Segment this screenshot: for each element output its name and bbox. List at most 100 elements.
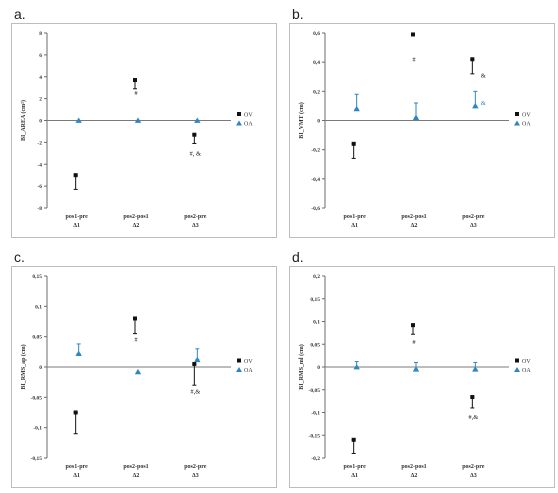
x-category-label: pos1-pre: [66, 464, 89, 470]
x-category-sublabel: Δ3: [470, 473, 477, 479]
legend-ov-marker: [237, 112, 241, 116]
significance-annotation: #: [412, 339, 416, 346]
oa-point: [472, 102, 479, 109]
legend-oa-label: OA: [244, 368, 253, 374]
legend-oa-label: OA: [244, 121, 253, 127]
chart-frame: [11, 266, 277, 488]
x-category-sublabel: Δ3: [192, 473, 199, 479]
y-tick-label: -0,15: [309, 433, 321, 439]
x-category-sublabel: Δ3: [192, 223, 199, 229]
ov-point: [133, 78, 137, 83]
oa-point: [353, 105, 360, 112]
ov-point: [133, 316, 137, 321]
legend-oa-marker: [514, 120, 520, 126]
significance-annotation: #: [412, 56, 416, 63]
oa-point: [194, 117, 201, 123]
ov-point: [192, 132, 197, 137]
legend-ov-label: OV: [522, 359, 531, 365]
legend-ov-marker: [515, 112, 519, 116]
significance-annotation: #: [134, 90, 138, 97]
y-axis-label: BI_RMS_ml (cm): [298, 344, 305, 390]
significance-annotation: #,&: [468, 414, 478, 421]
ov-point: [411, 323, 415, 328]
y-tick-label: 0,05: [310, 342, 320, 348]
x-category-label: pos1-pre: [344, 464, 367, 470]
significance-annotation: #, &: [190, 150, 202, 157]
y-tick-label: 0,1: [35, 304, 42, 310]
ov-point: [73, 410, 78, 415]
y-tick-label: -2: [37, 140, 42, 146]
legend-ov-label: OV: [522, 112, 531, 118]
legend-ov-label: OV: [244, 112, 253, 118]
x-category-sublabel: Δ1: [351, 473, 358, 479]
x-category-label: pos2-pre: [462, 214, 485, 220]
y-tick-label: 0: [39, 365, 42, 371]
y-tick-label: 0,6: [313, 31, 320, 37]
y-tick-label: -0,15: [31, 456, 43, 462]
y-tick-label: 4: [39, 75, 42, 81]
x-category-sublabel: Δ3: [470, 223, 477, 229]
y-tick-label: 8: [39, 31, 42, 37]
legend-oa-marker: [514, 367, 520, 372]
y-tick-label: 0,2: [313, 89, 320, 95]
chart-c-bi-rms-ap: -0,15 -0,1 -0,05 0 0,05 0,1 0,15 BI_RMS_ap (cm)…: [11, 266, 277, 488]
chart-d-bi-rms-ml: -0,2 -0,15 -0,1 -0,05 0 0,05 0,1 0,15 0,2 BI_RMS_…: [289, 266, 555, 488]
x-category-sublabel: Δ2: [133, 223, 140, 229]
y-axis-label: BI_AREA (cm²): [20, 100, 27, 141]
y-tick-label: 0,4: [313, 60, 320, 66]
panel-label-c: c.: [14, 249, 25, 265]
x-category-sublabel: Δ1: [73, 223, 80, 229]
y-tick-label: -6: [37, 184, 42, 190]
ov-point: [73, 173, 78, 178]
legend-oa-marker: [236, 120, 242, 126]
chart-frame: [11, 23, 277, 238]
x-category-sublabel: Δ1: [73, 473, 80, 479]
x-category-sublabel: Δ2: [133, 473, 140, 479]
x-category-sublabel: Δ2: [411, 473, 418, 479]
x-category-label: pos1-pre: [344, 214, 367, 220]
y-axis-label: BI_RMS_ap (cm): [20, 344, 27, 389]
y-tick-label: -0,1: [33, 426, 42, 432]
chart-frame: [289, 266, 555, 488]
oa-point: [412, 366, 420, 372]
y-tick-label: -0,6: [311, 206, 320, 212]
x-category-sublabel: Δ2: [411, 223, 418, 229]
oa-point: [75, 350, 82, 357]
panel-label-d: d.: [292, 249, 304, 265]
y-axis-label: BI_VMT (cm): [298, 102, 305, 138]
legend-oa-label: OA: [522, 368, 531, 374]
ov-point: [192, 361, 197, 366]
oa-point: [194, 356, 201, 363]
chart-b-bi-vmt: -0,6 -0,4 -0,2 0 0,2 0,4 0,6 BI_VMT (cm) pos1-pr…: [289, 23, 555, 238]
ov-point: [351, 141, 356, 146]
legend-oa-marker: [236, 367, 242, 372]
legend-ov-marker: [515, 358, 519, 363]
x-category-sublabel: Δ1: [351, 223, 358, 229]
y-tick-label: -4: [37, 162, 42, 168]
y-tick-label: -0,05: [309, 388, 321, 394]
ov-point: [411, 32, 415, 37]
x-category-label: pos1-pre: [66, 214, 89, 220]
y-tick-label: 2: [39, 97, 42, 103]
oa-point: [412, 114, 420, 120]
y-tick-label: 0,2: [313, 274, 320, 280]
oa-point: [75, 117, 82, 123]
x-category-label: pos2-pre: [184, 214, 207, 220]
y-tick-label: 0: [39, 119, 42, 125]
y-tick-label: 0,15: [32, 274, 42, 280]
significance-annotation: #,&: [190, 388, 200, 395]
y-tick-label: -0,2: [311, 456, 320, 462]
oa-point: [353, 364, 360, 370]
y-tick-label: -0,4: [311, 177, 320, 183]
ov-point: [470, 57, 475, 62]
x-category-label: pos2-pos1: [123, 214, 148, 220]
y-tick-label: -8: [37, 206, 42, 212]
panel-label-b: b.: [292, 6, 304, 22]
significance-annotation: #: [134, 337, 138, 344]
legend-ov-label: OV: [244, 359, 253, 365]
significance-annotation: &: [481, 72, 486, 79]
y-tick-label: 6: [39, 53, 42, 59]
oa-point: [472, 366, 479, 372]
oa-point: [134, 368, 142, 375]
x-category-label: pos2-pre: [462, 464, 485, 470]
